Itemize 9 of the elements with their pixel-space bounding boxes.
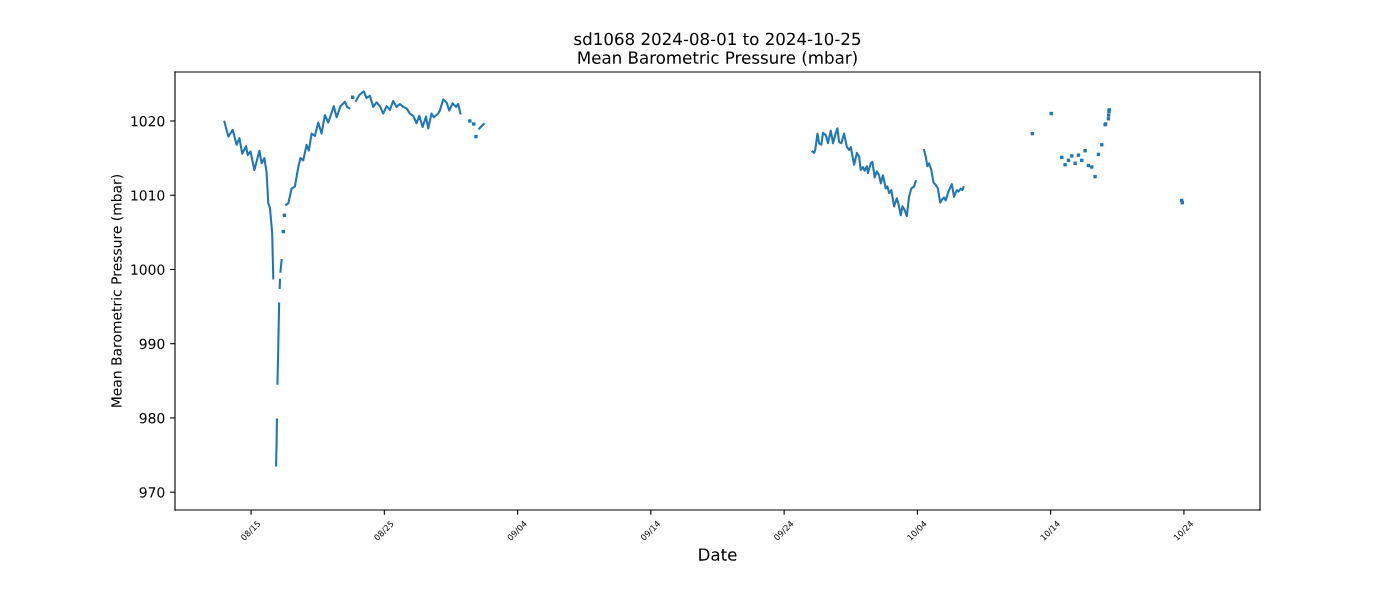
y-tick-label: 970: [139, 487, 165, 498]
x-axis-title: Date: [699, 548, 737, 561]
y-tick-label: 990: [139, 338, 165, 350]
y-tick-label: 1010: [131, 190, 165, 201]
y-tick-label: 1020: [131, 115, 165, 127]
y-tick-label: 1000: [131, 264, 165, 275]
y-axis-title: Mean Barometric Pressure (mbar): [110, 174, 124, 407]
y-tick-label: 980: [139, 412, 165, 424]
chart-title: sd1068 2024-08-01 to 2024-10-25 Mean Barometric Pressure (mbar): [574, 32, 861, 66]
